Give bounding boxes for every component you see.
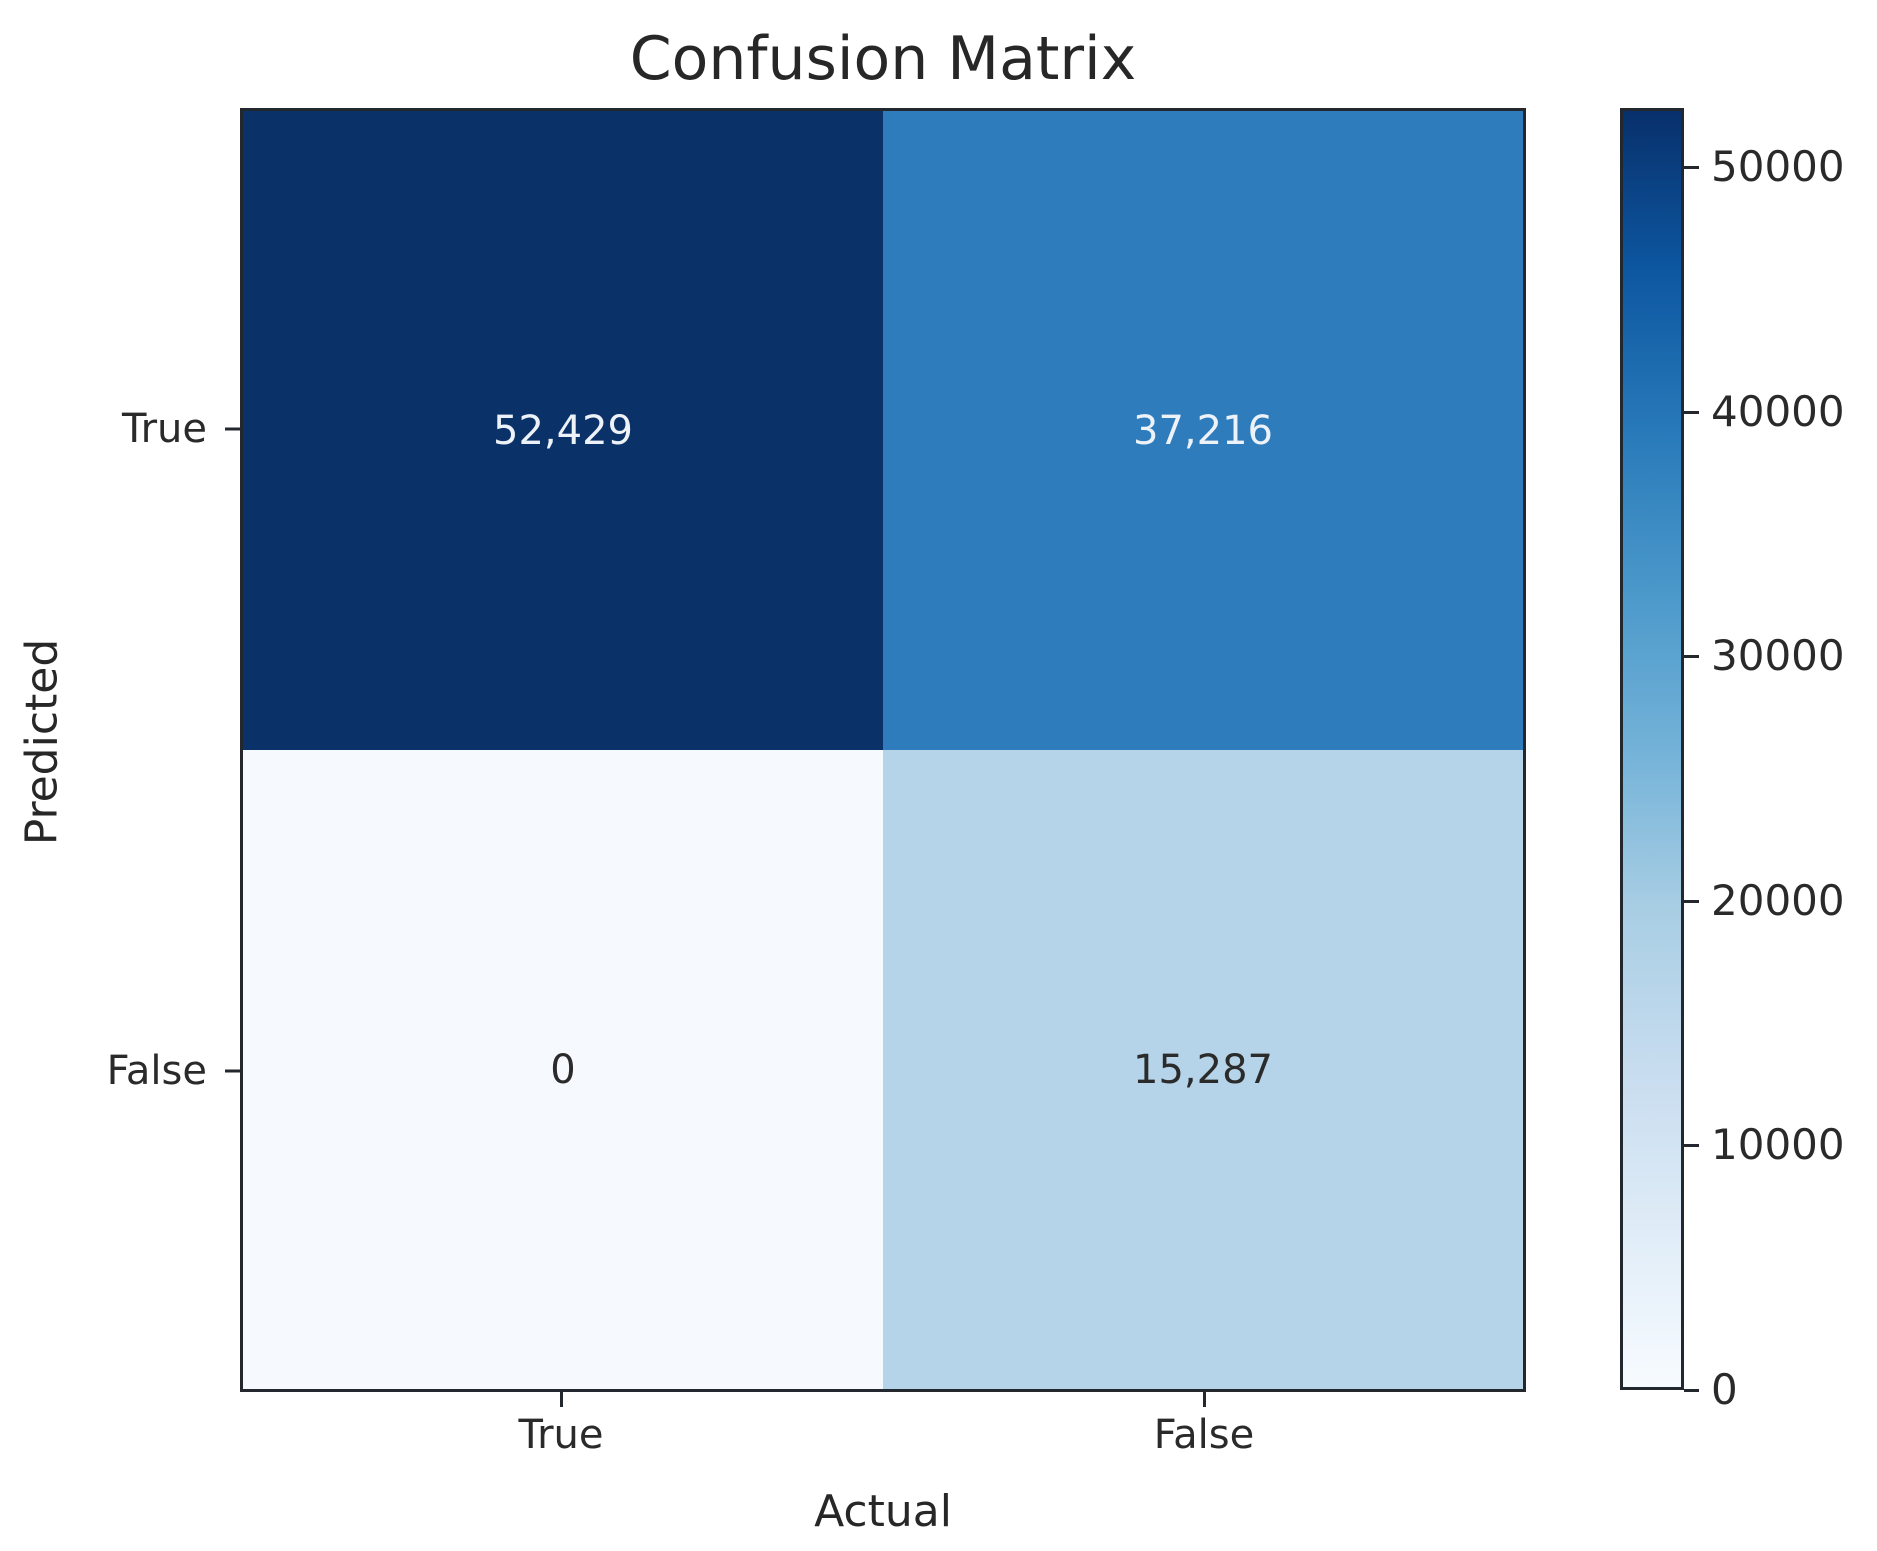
- colorbar-gradient: [1620, 108, 1684, 1390]
- y-tick-label-false: False: [106, 1048, 207, 1094]
- cell-value: 0: [550, 1046, 576, 1093]
- cell-value: 37,216: [1133, 407, 1273, 454]
- colorbar-tick-mark: [1684, 165, 1699, 169]
- colorbar-tick-mark: [1684, 899, 1699, 903]
- colorbar-ticks: 50000 40000 30000 20000 10000 0: [1684, 108, 1874, 1411]
- colorbar-tick-mark: [1684, 654, 1699, 658]
- x-tick-label-true: True: [518, 1412, 604, 1458]
- colorbar-tick-mark: [1684, 1388, 1699, 1392]
- y-tick-mark-false: [225, 1069, 240, 1073]
- x-axis-label: Actual: [814, 1486, 952, 1537]
- colorbar-tick-label: 10000: [1711, 1120, 1845, 1169]
- cell-value: 15,287: [1133, 1046, 1273, 1093]
- x-tick-mark-false: [1203, 1392, 1206, 1407]
- colorbar-tick: 40000: [1684, 391, 1845, 433]
- colorbar-tick: 0: [1684, 1369, 1738, 1411]
- x-tick-label-false: False: [1153, 1412, 1255, 1458]
- y-tick-label-true: True: [122, 406, 207, 452]
- colorbar-tick-label: 0: [1711, 1365, 1738, 1414]
- cell-value: 52,429: [493, 407, 633, 454]
- colorbar-tick: 30000: [1684, 635, 1845, 677]
- colorbar-tick-label: 50000: [1711, 142, 1845, 191]
- colorbar-tick: 20000: [1684, 880, 1845, 922]
- x-tick-mark-true: [560, 1392, 563, 1407]
- colorbar-tick-mark: [1684, 1143, 1699, 1147]
- heatmap-plot: 52,429 37,216 0 15,287: [240, 108, 1526, 1392]
- colorbar-tick-label: 30000: [1711, 631, 1845, 680]
- y-tick-mark-true: [225, 427, 240, 431]
- colorbar-tick-label: 40000: [1711, 387, 1845, 436]
- colorbar-tick: 50000: [1684, 146, 1845, 188]
- heatmap-cell-predicted-false-actual-true: 0: [243, 750, 883, 1389]
- heatmap-cell-predicted-false-actual-false: 15,287: [883, 750, 1523, 1389]
- chart-title: Confusion Matrix: [629, 24, 1137, 94]
- heatmap-cell-predicted-true-actual-false: 37,216: [883, 111, 1523, 750]
- colorbar-tick-mark: [1684, 410, 1699, 414]
- colorbar-tick: 10000: [1684, 1124, 1845, 1166]
- heatmap-cell-predicted-true-actual-true: 52,429: [243, 111, 883, 750]
- colorbar-tick-label: 20000: [1711, 876, 1845, 925]
- y-axis-label: Predicted: [16, 638, 68, 846]
